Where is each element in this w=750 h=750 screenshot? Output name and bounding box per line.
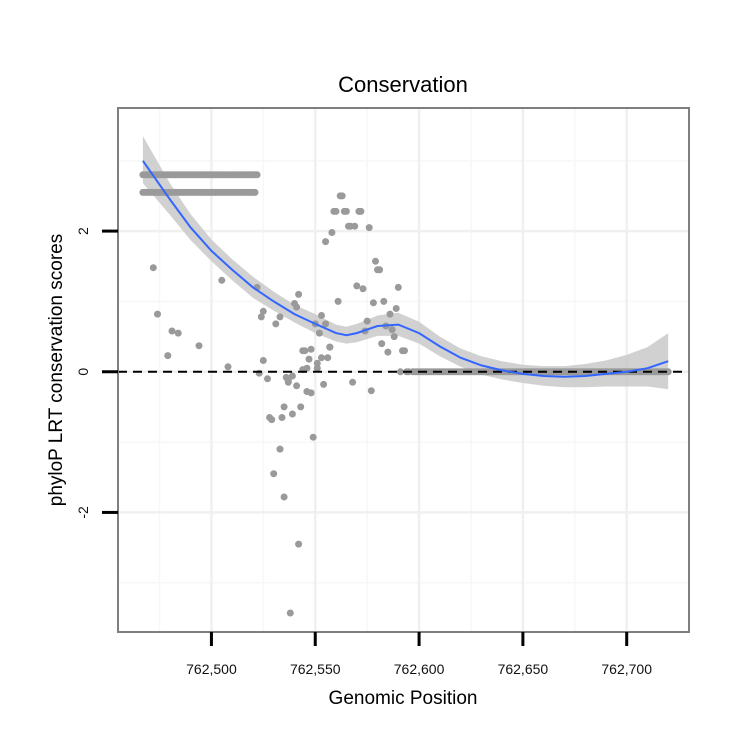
data-point xyxy=(332,207,340,215)
data-point xyxy=(195,342,203,350)
data-point xyxy=(351,222,359,230)
data-point xyxy=(293,303,301,311)
data-point xyxy=(386,310,394,318)
data-point xyxy=(255,369,263,377)
data-point xyxy=(324,354,332,362)
data-point xyxy=(278,414,286,421)
data-point xyxy=(384,348,392,356)
data-point xyxy=(264,375,271,383)
data-point xyxy=(396,368,404,376)
confidence-band-area xyxy=(142,136,669,390)
data-point xyxy=(272,320,280,328)
data-point xyxy=(297,403,305,411)
data-point xyxy=(664,368,672,376)
data-point xyxy=(259,307,267,315)
data-point xyxy=(259,357,267,364)
data-point xyxy=(276,445,284,453)
data-point xyxy=(149,264,157,272)
chart-title: Conservation xyxy=(338,72,468,97)
data-point xyxy=(268,416,276,424)
x-tick-label: 762,650 xyxy=(498,661,549,677)
confidence-band xyxy=(142,136,669,390)
data-point xyxy=(369,299,377,307)
data-point xyxy=(303,364,311,372)
data-point xyxy=(168,327,176,335)
data-point xyxy=(353,282,361,290)
data-point xyxy=(288,372,296,380)
data-point xyxy=(367,387,375,395)
x-tick-label: 762,700 xyxy=(601,661,652,677)
y-tick-label: 2 xyxy=(75,227,91,235)
data-point xyxy=(280,403,288,411)
data-point xyxy=(380,297,388,305)
data-point xyxy=(307,389,315,397)
data-point xyxy=(328,229,336,236)
data-point xyxy=(394,283,402,291)
y-axis: -2 0 2 xyxy=(75,227,118,519)
data-point xyxy=(286,609,294,617)
data-point xyxy=(309,433,317,441)
x-tick-label: 762,550 xyxy=(290,661,341,677)
data-point xyxy=(322,238,330,246)
data-point xyxy=(318,354,325,362)
data-point xyxy=(280,493,288,501)
data-point xyxy=(293,382,301,390)
data-point xyxy=(174,329,182,337)
data-point xyxy=(326,343,334,351)
data-point xyxy=(359,285,367,293)
data-point xyxy=(288,410,296,418)
data-point xyxy=(251,188,259,196)
data-point xyxy=(164,352,172,360)
data-point xyxy=(253,171,261,179)
data-point xyxy=(257,313,265,321)
data-point xyxy=(315,329,323,337)
data-point xyxy=(313,364,321,372)
x-axis: 762,500 762,550 762,600 762,650 762,700 xyxy=(186,632,652,677)
y-axis-title: phyloP LRT conservation scores xyxy=(46,234,67,507)
data-point xyxy=(334,297,342,305)
data-point xyxy=(295,540,303,548)
data-point xyxy=(318,312,325,319)
data-point xyxy=(154,310,161,318)
data-points xyxy=(139,171,672,617)
panel-border xyxy=(117,107,690,633)
data-point xyxy=(295,290,303,298)
data-point xyxy=(338,192,346,200)
y-tick-label: 0 xyxy=(75,368,91,376)
data-point xyxy=(322,320,330,328)
data-point xyxy=(390,333,398,341)
x-axis-title: Genomic Position xyxy=(329,688,478,709)
data-point xyxy=(276,313,284,321)
data-point xyxy=(372,257,379,265)
x-tick-label: 762,600 xyxy=(394,661,445,677)
smooth-line-path xyxy=(142,160,669,378)
plot-panel xyxy=(117,107,690,633)
data-point xyxy=(388,326,396,334)
data-point xyxy=(342,207,350,215)
y-tick-label: -2 xyxy=(75,506,91,519)
data-point xyxy=(224,363,232,371)
data-point xyxy=(365,224,373,232)
data-point xyxy=(392,305,400,312)
data-point xyxy=(313,359,321,367)
data-point xyxy=(378,340,386,348)
data-point xyxy=(363,317,371,325)
data-point xyxy=(401,347,408,355)
data-point xyxy=(270,470,278,478)
data-point xyxy=(349,378,357,386)
x-tick-label: 762,500 xyxy=(186,661,237,677)
loess-smooth-line xyxy=(142,160,669,378)
data-point xyxy=(301,347,309,355)
data-point xyxy=(357,207,365,215)
data-point xyxy=(307,345,315,353)
data-point xyxy=(376,266,384,274)
data-point xyxy=(218,276,226,284)
data-point xyxy=(320,380,328,388)
data-point xyxy=(305,355,313,363)
